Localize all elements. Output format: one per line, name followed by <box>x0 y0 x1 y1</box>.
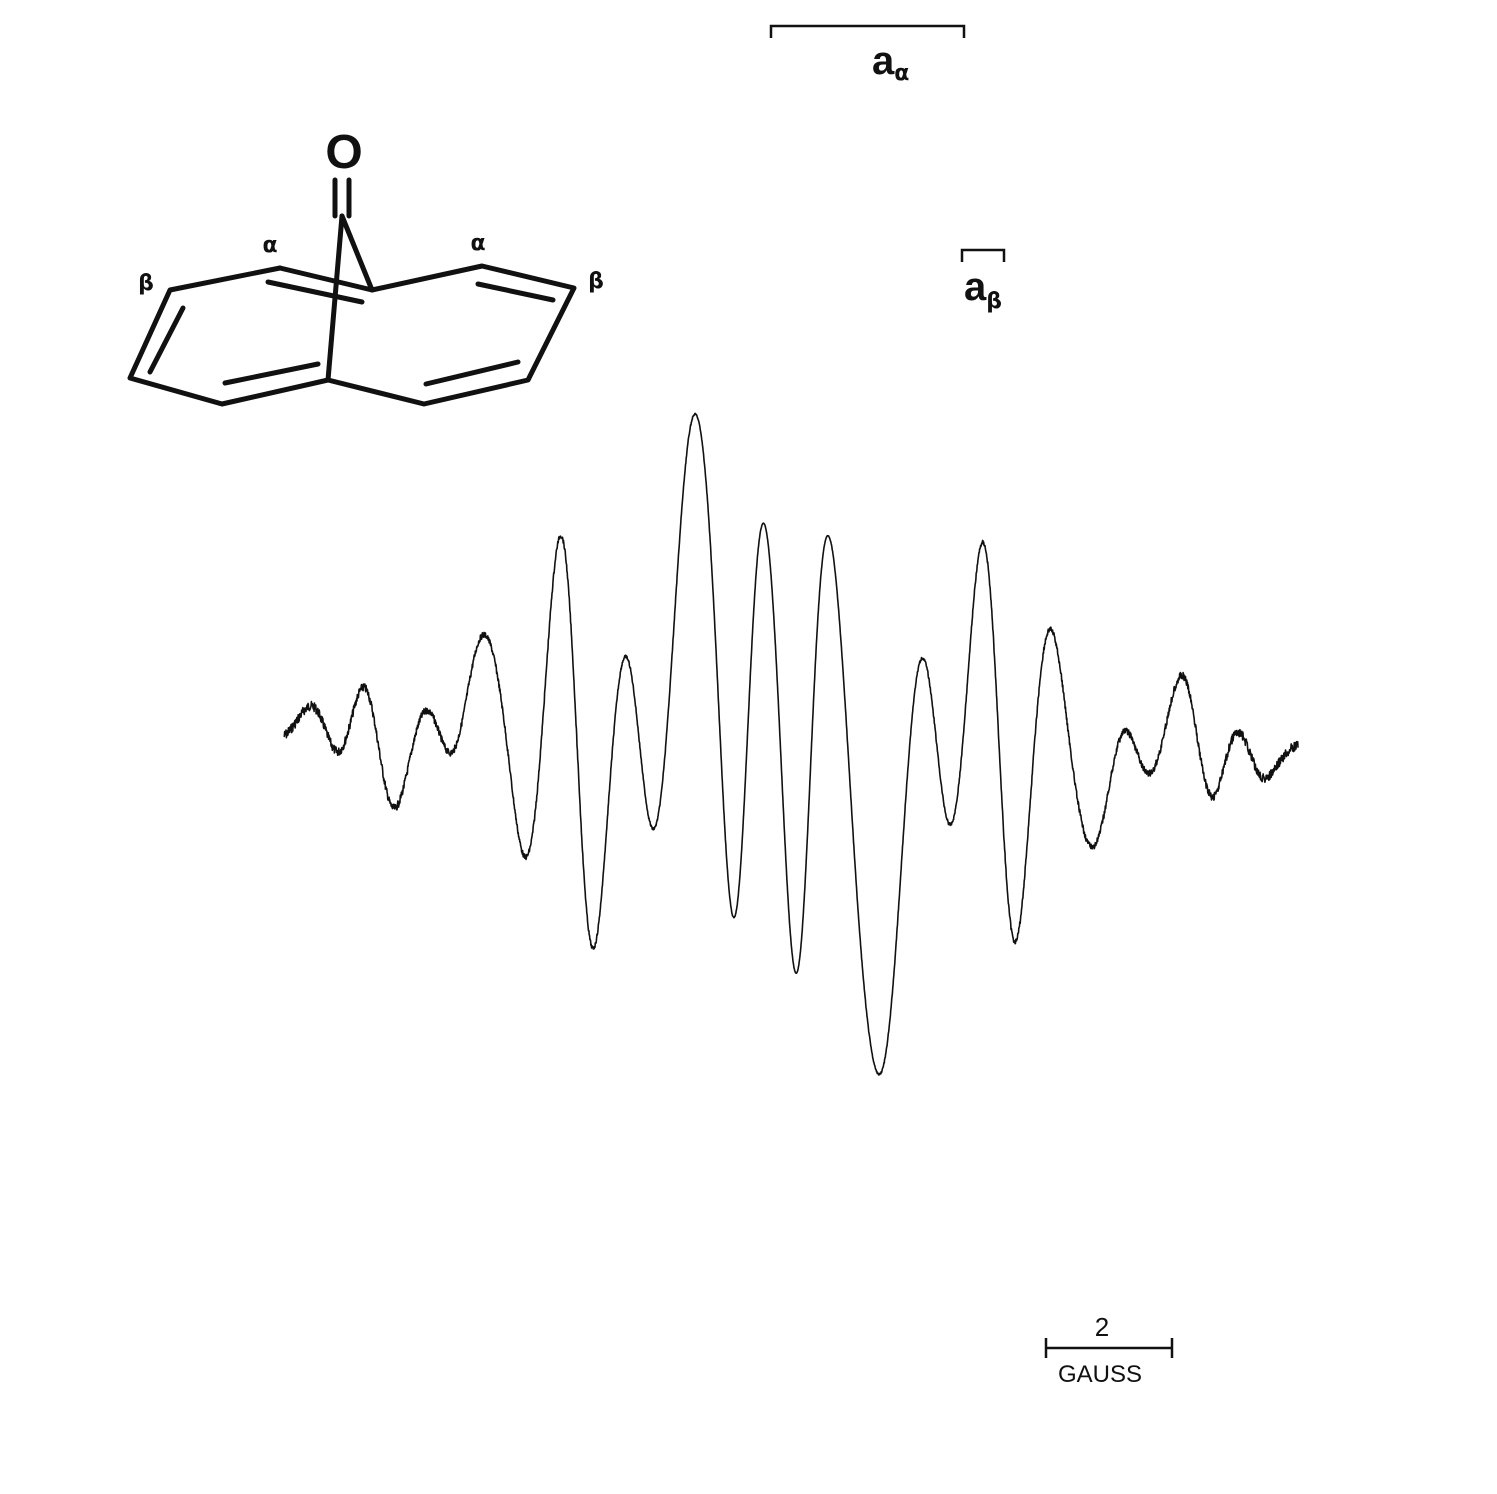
epr-spectrum <box>283 412 1299 1076</box>
right-ring-inner-bond-2 <box>423 359 521 387</box>
beta-label-right: β <box>588 269 604 294</box>
central-bond <box>277 265 375 293</box>
a-alpha-bracket <box>769 24 966 38</box>
bridge-bond-right <box>339 213 375 293</box>
spectrum-trace <box>283 412 1299 1076</box>
alpha-label-left: α <box>262 233 277 258</box>
left-ring-inner-bond-2 <box>222 361 321 386</box>
a-alpha-label: aα <box>872 39 909 86</box>
a-beta-annotation: aβ <box>960 248 1006 314</box>
scale-bar-unit: GAUSS <box>1058 1361 1142 1388</box>
alpha-double-bond-left <box>265 279 365 305</box>
right-ring <box>325 263 577 407</box>
left-ring-inner-bond-1 <box>147 305 186 375</box>
scale-bar: 2 GAUSS <box>1044 1312 1174 1388</box>
right-ring-inner-bond-1 <box>475 281 556 303</box>
oxygen-atom: O <box>325 126 362 179</box>
alpha-label-right: α <box>470 231 485 256</box>
a-beta-label: aβ <box>964 265 1002 314</box>
left-ring <box>127 265 331 407</box>
beta-label-left: β <box>138 271 154 296</box>
scale-bar-value: 2 <box>1095 1312 1109 1342</box>
a-alpha-annotation: aα <box>769 24 966 86</box>
bridge-bond-left <box>325 213 345 383</box>
a-beta-bracket <box>960 248 1006 262</box>
molecule-structure: O α α β β <box>127 126 604 407</box>
